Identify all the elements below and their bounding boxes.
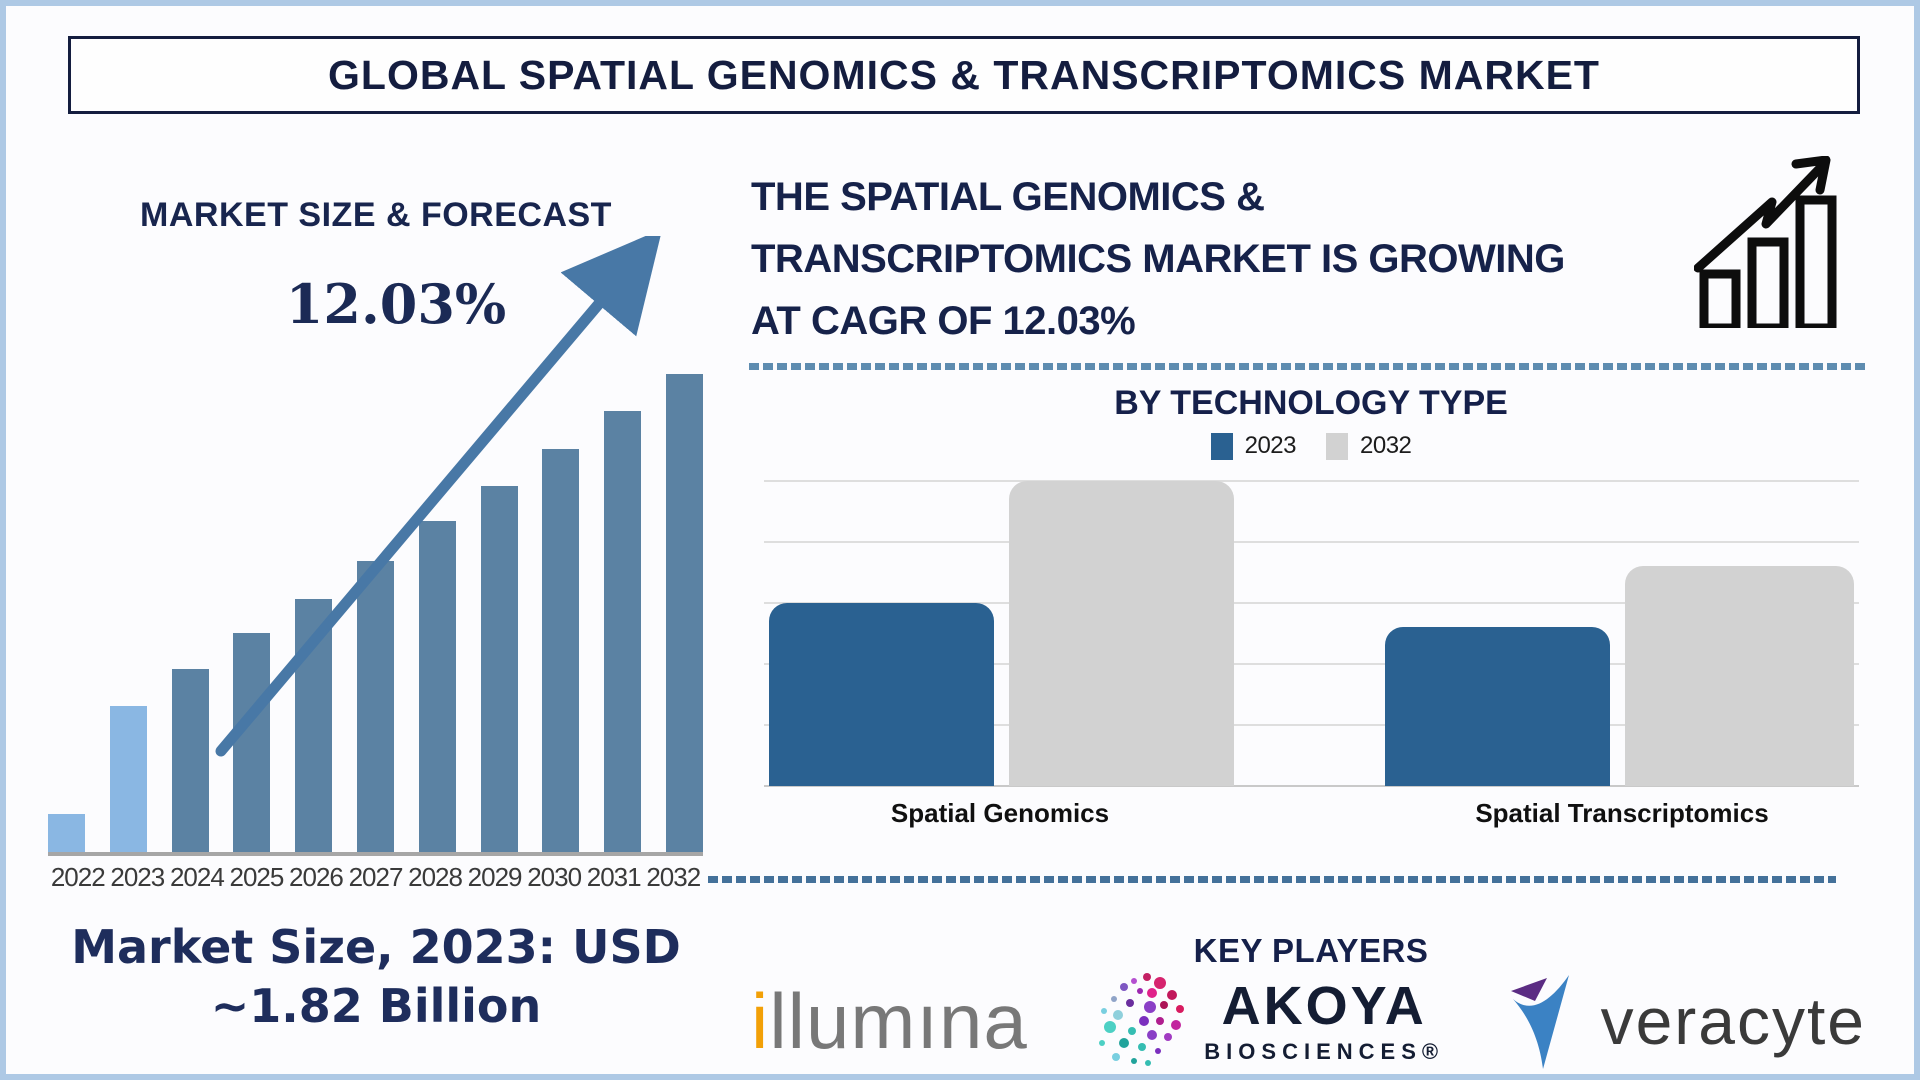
forecast-bar-2028 <box>418 521 456 852</box>
dashed-separator-top <box>749 363 1869 370</box>
key-players-row: illumına <box>751 968 1866 1073</box>
caption-line-2: ~1.82 Billion <box>210 978 542 1033</box>
left-chart-heading: MARKET SIZE & FORECAST <box>140 196 612 234</box>
forecast-bar-2024 <box>171 669 209 852</box>
tech-bar-2023-spatial-genomics <box>769 603 994 786</box>
right-headline: THE SPATIAL GENOMICS & TRANSCRIPTOMICS M… <box>751 166 1711 352</box>
legend-label: 2032 <box>1360 432 1412 459</box>
forecast-bar-2022 <box>48 814 85 852</box>
forecast-x-label-2029: 2029 <box>467 862 523 892</box>
tech-category-label-genomics: Spatial Genomics <box>890 798 1110 828</box>
forecast-x-label-2022: 2022 <box>50 862 106 892</box>
forecast-x-label-2027: 2027 <box>348 862 404 892</box>
akoya-dots-icon <box>1099 972 1185 1066</box>
forecast-x-label-2024: 2024 <box>169 862 225 892</box>
forecast-bar-2029 <box>480 486 518 852</box>
headline-line-3: AT CAGR OF 12.03% <box>751 299 1136 343</box>
forecast-bar-2025 <box>233 633 271 852</box>
forecast-bar-2032 <box>665 374 703 852</box>
caption-line-1: Market Size, 2023: USD <box>71 920 681 974</box>
forecast-x-label-2030: 2030 <box>527 862 582 892</box>
forecast-bar-2031 <box>604 411 642 852</box>
tech-category-label-transcriptomics: Spatial Transcriptomics <box>1475 798 1769 828</box>
tech-gridline <box>764 724 1859 726</box>
headline-line-2: TRANSCRIPTOMICS MARKET IS GROWING <box>751 237 1565 281</box>
forecast-bar-2030 <box>542 449 580 852</box>
forecast-bar-2023 <box>109 706 147 852</box>
veracyte-logo-word: veracyte <box>1600 983 1866 1058</box>
akoya-logo-word: AKOYA <box>1221 975 1427 1036</box>
forecast-x-label-2028: 2028 <box>408 862 463 892</box>
veracyte-logo: veracyte <box>1507 971 1866 1071</box>
tech-gridline <box>764 785 1859 787</box>
market-size-caption: Market Size, 2023: USD ~1.82 Billion <box>36 918 716 1036</box>
legend-label: 2023 <box>1244 432 1297 459</box>
illumina-logo-orange-i: i <box>751 976 770 1065</box>
forecast-bar-2027 <box>356 561 394 852</box>
forecast-x-label-2026: 2026 <box>289 862 344 892</box>
dashed-separator-bottom <box>708 876 1836 883</box>
akoya-logo-subtitle: BIOSCIENCES® <box>1204 1038 1445 1064</box>
tech-chart-heading: BY TECHNOLOGY TYPE <box>1114 384 1508 422</box>
tech-gridline <box>764 602 1859 604</box>
forecast-x-label-2025: 2025 <box>229 862 284 892</box>
legend-swatch <box>1210 432 1233 460</box>
cagr-annotation: 12.03% <box>285 272 507 336</box>
forecast-bar-chart <box>48 256 703 856</box>
forecast-x-axis: 2022 2023 2024 2025 2026 2027 2028 2029 2030 2031… <box>48 862 703 893</box>
forecast-x-label-2023: 2023 <box>110 862 165 892</box>
key-players-heading: KEY PLAYERS <box>1193 932 1429 969</box>
tech-chart-legend: 2023 2032 <box>751 432 1871 460</box>
tech-bar-2032-spatial-genomics <box>1009 481 1234 786</box>
tech-gridline <box>764 541 1859 543</box>
tech-bar-2032-spatial-transcriptomics <box>1625 566 1854 786</box>
akoya-logo: AKOYA BIOSCIENCES® <box>1090 969 1444 1073</box>
headline-line-1: THE SPATIAL GENOMICS & <box>751 175 1265 219</box>
page-title: GLOBAL SPATIAL GENOMICS & TRANSCRIPTOMIC… <box>328 51 1600 98</box>
tech-gridline <box>764 663 1859 665</box>
forecast-x-label-2032: 2032 <box>646 862 701 892</box>
tech-gridline <box>764 480 1859 482</box>
growth-chart-icon <box>1694 156 1837 328</box>
tech-bar-2023-spatial-transcriptomics <box>1385 627 1610 786</box>
illumina-logo-text: llumına <box>769 976 1028 1065</box>
legend-item-2032: 2032 <box>1326 432 1412 460</box>
veracyte-check-icon <box>1510 974 1569 1069</box>
tech-chart-plot <box>764 480 1859 787</box>
legend-item-2023: 2023 <box>1210 432 1297 460</box>
title-banner: GLOBAL SPATIAL GENOMICS & TRANSCRIPTOMIC… <box>68 36 1860 114</box>
forecast-bar-2026 <box>295 599 333 852</box>
illumina-logo: illumına <box>751 982 1028 1060</box>
forecast-x-label-2031: 2031 <box>586 862 642 892</box>
legend-swatch <box>1326 432 1348 460</box>
